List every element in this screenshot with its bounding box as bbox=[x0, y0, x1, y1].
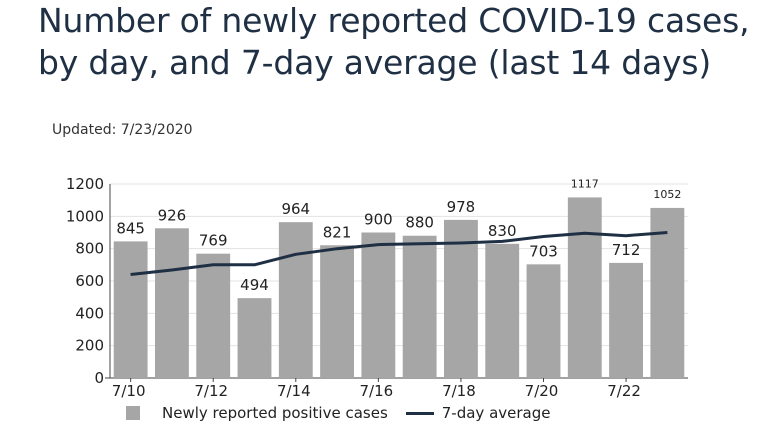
y-tick-label: 600 bbox=[75, 272, 104, 290]
bar bbox=[361, 232, 396, 378]
x-tick-label: 7/22 bbox=[607, 382, 641, 400]
bar bbox=[196, 253, 231, 378]
bar-data-label: 964 bbox=[281, 200, 310, 218]
bar bbox=[609, 262, 643, 378]
bar-data-label: 880 bbox=[405, 214, 434, 232]
bar bbox=[155, 228, 189, 378]
bar-data-label: 769 bbox=[199, 232, 228, 250]
y-tick-label: 1000 bbox=[66, 207, 104, 225]
bar bbox=[485, 243, 520, 378]
bar-data-label: 830 bbox=[488, 222, 517, 240]
x-tick-label: 7/18 bbox=[442, 382, 476, 400]
legend-label-cases: Newly reported positive cases bbox=[162, 404, 388, 422]
legend-line-swatch bbox=[405, 411, 434, 415]
bar bbox=[526, 264, 561, 378]
x-tick-label: 7/20 bbox=[525, 382, 559, 400]
bar-data-label: 821 bbox=[323, 223, 352, 241]
y-tick-label: 200 bbox=[75, 337, 104, 355]
bar bbox=[402, 235, 437, 378]
legend-label-average: 7-day average bbox=[441, 404, 551, 422]
bar bbox=[237, 298, 272, 378]
bar-data-label: 1117 bbox=[571, 177, 599, 190]
average-line bbox=[130, 231, 668, 276]
chart-title: Number of newly reported COVID-19 cases,… bbox=[38, 1, 750, 82]
chart-legend: Newly reported positive cases 7-day aver… bbox=[126, 404, 551, 422]
x-tick-label: 7/10 bbox=[112, 382, 146, 400]
bar-data-label: 900 bbox=[364, 211, 393, 229]
bar-data-label: 978 bbox=[447, 198, 476, 216]
bar-data-label: 845 bbox=[116, 219, 145, 237]
y-tick-label: 800 bbox=[75, 240, 104, 258]
bar-data-label: 494 bbox=[240, 276, 269, 294]
y-tick-label: 400 bbox=[75, 304, 104, 322]
bar-data-label: 926 bbox=[158, 206, 187, 224]
updated-timestamp: Updated: 7/23/2020 bbox=[52, 122, 193, 138]
legend-bar-swatch bbox=[126, 406, 140, 420]
bar-data-label: 712 bbox=[612, 241, 641, 259]
y-tick-label: 1200 bbox=[66, 175, 104, 193]
bar bbox=[444, 219, 478, 378]
bar bbox=[567, 197, 602, 378]
bar-data-label: 703 bbox=[529, 242, 558, 260]
bar bbox=[320, 245, 354, 378]
bar bbox=[278, 222, 313, 378]
bar bbox=[113, 241, 148, 378]
bar bbox=[650, 207, 685, 378]
x-tick-label: 7/12 bbox=[194, 382, 228, 400]
x-tick-label: 7/14 bbox=[277, 382, 311, 400]
x-tick-label: 7/16 bbox=[360, 382, 394, 400]
bar-data-label: 1052 bbox=[653, 188, 681, 201]
y-tick-label: 0 bbox=[94, 369, 104, 387]
